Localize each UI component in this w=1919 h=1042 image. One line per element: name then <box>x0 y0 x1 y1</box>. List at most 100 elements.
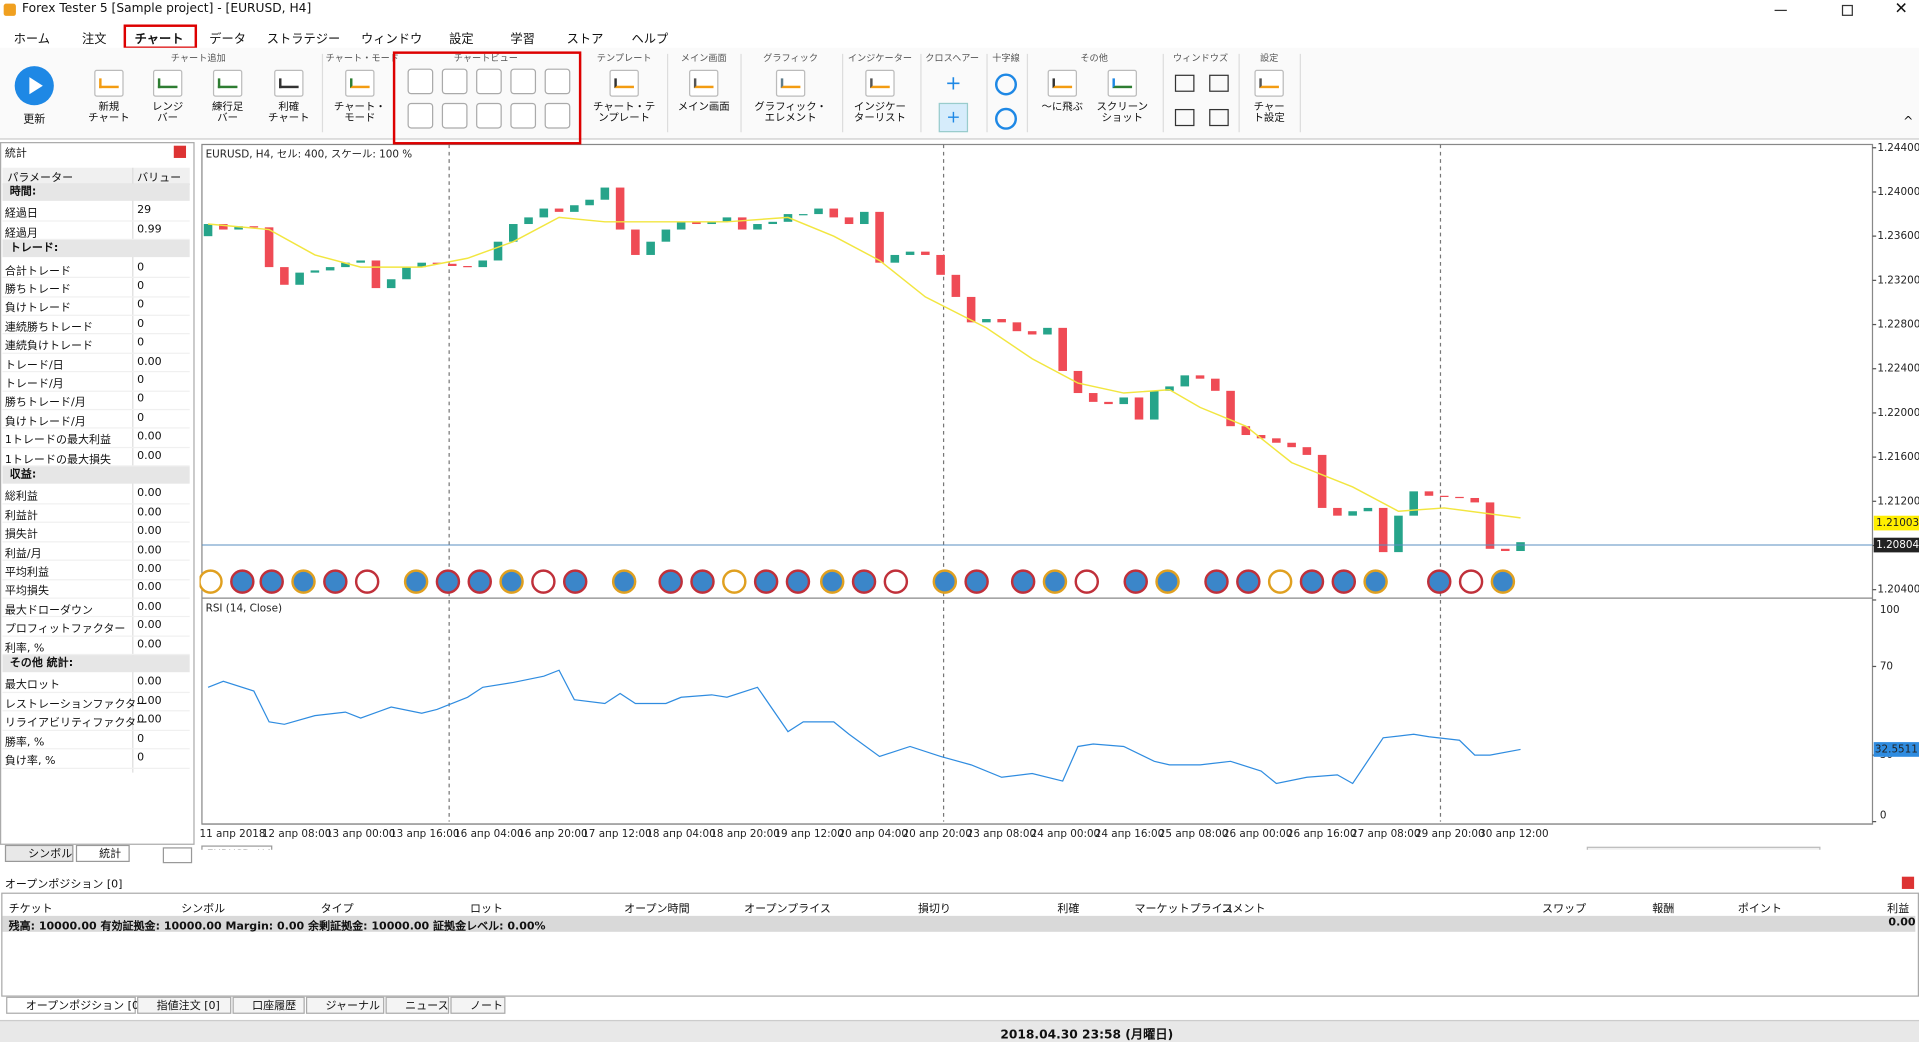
ribbon-button-label[interactable]: グラフィック・ <box>754 101 827 114</box>
panel-tab[interactable]: シンボル <box>4 844 74 863</box>
ribbon-button-label[interactable]: ショット <box>1101 112 1144 125</box>
candle <box>692 221 701 225</box>
news-event-icon <box>1042 569 1068 594</box>
news-event-icon <box>1267 569 1293 594</box>
menu-item[interactable]: 学習 <box>510 33 535 47</box>
panel-tab[interactable]: 口座履歴 <box>232 996 305 1014</box>
menu-item[interactable]: 設定 <box>449 33 474 47</box>
candle <box>936 254 945 275</box>
chart-view-button[interactable] <box>407 68 434 95</box>
chart-view-button[interactable] <box>407 102 434 129</box>
maximize-button[interactable] <box>1841 4 1853 16</box>
stats-section: その他 統計: <box>2 655 190 673</box>
ribbon-button-label[interactable]: バー <box>157 112 179 125</box>
menu-item[interactable]: ホーム <box>13 33 50 47</box>
stats-row-line <box>2 540 190 543</box>
stats-section: トレード: <box>2 240 190 258</box>
ribbon-button-label[interactable]: レンジ <box>152 101 184 114</box>
x-tick-label: 12 апр 08:00 <box>262 828 332 840</box>
ribbon-button-label[interactable]: チャー <box>1253 101 1285 114</box>
ribbon-button-label[interactable]: ト設定 <box>1253 112 1285 125</box>
ribbon-button-label[interactable]: スクリーン <box>1096 101 1149 114</box>
stats-param: 利益/月 <box>4 548 42 561</box>
menu-item[interactable]: ヘルプ <box>631 33 669 47</box>
stats-param: 連続負けトレード <box>4 340 94 353</box>
candle <box>615 187 625 230</box>
chart-view-button[interactable] <box>441 102 468 129</box>
zoom-button[interactable] <box>994 107 1018 130</box>
panel-tab[interactable]: ジャーナル <box>305 996 385 1014</box>
ribbon-button-icon[interactable] <box>689 69 719 97</box>
menu-item[interactable]: ストラテジー <box>266 33 341 47</box>
chart-view-button[interactable] <box>441 68 468 95</box>
stats-row-line <box>2 314 190 316</box>
ribbon-button-label[interactable]: エレメント <box>764 112 817 125</box>
ribbon-separator <box>1026 53 1029 133</box>
stats-value: 0.00 <box>137 600 162 614</box>
window-layout-button[interactable] <box>1174 108 1195 127</box>
minimize-button[interactable] <box>1774 9 1787 12</box>
crosshair-button[interactable]: + <box>945 71 962 95</box>
menu-item[interactable]: 注文 <box>81 33 107 47</box>
ribbon-button-icon[interactable] <box>94 69 124 97</box>
y-tick-label: 1.20400 <box>1877 584 1919 596</box>
ribbon-button-label[interactable]: バー <box>217 112 239 125</box>
stats-value: 0.00 <box>137 619 162 633</box>
column-header: 報酬 <box>1652 903 1675 916</box>
ribbon-button-label[interactable]: 新規 <box>98 101 120 114</box>
candle <box>508 224 518 242</box>
panel-tab[interactable]: オープンポジション [0] <box>6 996 143 1014</box>
chart-view-button[interactable] <box>476 68 502 95</box>
ma-last-label: 1.21003 <box>1876 517 1919 529</box>
ribbon-button-label[interactable]: チャート・ <box>333 101 386 114</box>
panel-tab[interactable]: 指値注文 [0] <box>137 996 232 1014</box>
window-layout-button[interactable] <box>1209 108 1229 127</box>
stats-panel <box>0 142 195 845</box>
panel-tab[interactable]: ニュース <box>385 996 450 1014</box>
stats-param: 1トレードの最大損失 <box>4 453 112 467</box>
chart-view-button[interactable] <box>510 68 537 95</box>
crosshair-button[interactable]: + <box>938 102 969 133</box>
h-scrollbar <box>1586 846 1821 850</box>
chart-view-button[interactable] <box>476 102 502 129</box>
ribbon-button-label[interactable]: チャート <box>88 112 130 125</box>
stats-row-line <box>2 748 190 750</box>
menu-item[interactable]: チャート <box>134 33 184 47</box>
window-layout-button[interactable] <box>1174 74 1195 92</box>
ribbon-button-icon[interactable] <box>212 69 243 97</box>
news-event-icon <box>932 569 958 594</box>
ribbon-button-label[interactable]: ンプレート <box>598 112 651 125</box>
panel-tab[interactable]: 統計 <box>75 844 130 863</box>
candle <box>1470 497 1480 503</box>
ribbon-button-label[interactable]: ターリスト <box>853 112 906 125</box>
ribbon-button-label[interactable]: 練行足 <box>212 101 244 114</box>
stats-row-line <box>2 729 190 731</box>
window-layout-button[interactable] <box>1209 74 1229 92</box>
refresh-label[interactable]: 更新 <box>23 113 46 127</box>
ribbon-button-label[interactable]: チャート・テ <box>592 101 656 114</box>
candle <box>1333 507 1342 516</box>
zoom-button[interactable] <box>994 73 1018 96</box>
ribbon-button-label[interactable]: 利確 <box>278 101 300 114</box>
menu-item[interactable]: ストア <box>566 33 604 47</box>
chart-view-button[interactable] <box>544 102 571 129</box>
x-tick-label: 24 апр 16:00 <box>1095 828 1165 840</box>
menu-item[interactable]: ウィンドウ <box>361 33 423 47</box>
chart-view-button[interactable] <box>544 68 571 95</box>
chart-view-button[interactable] <box>510 102 537 129</box>
ribbon-button-label[interactable]: モード <box>344 112 376 125</box>
ribbon-button-label[interactable]: ～に飛ぶ <box>1041 101 1084 114</box>
panel-tab[interactable]: ノート <box>450 996 506 1014</box>
news-event-icon <box>403 569 429 594</box>
candle <box>722 217 732 222</box>
menu-item[interactable]: データ <box>209 33 246 47</box>
ribbon-button-label[interactable]: インジケー <box>853 101 906 114</box>
ribbon-button-icon[interactable] <box>345 69 375 97</box>
stats-value: 0.99 <box>137 223 162 237</box>
ribbon-button-icon[interactable] <box>274 69 304 97</box>
ribbon-button-label[interactable]: メイン画面 <box>677 101 730 114</box>
tab-scroll[interactable] <box>162 847 193 864</box>
candle <box>295 272 304 285</box>
news-event-icon <box>467 569 492 594</box>
ribbon-button-label[interactable]: チャート <box>268 112 310 125</box>
